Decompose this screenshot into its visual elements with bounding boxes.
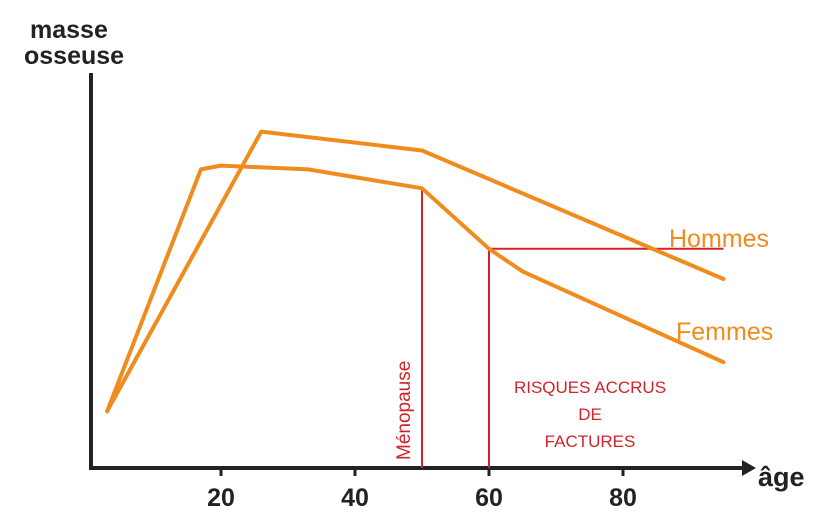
series-line-femmes bbox=[105, 163, 726, 414]
series-lines bbox=[105, 129, 726, 414]
x-ticks: 20 40 60 80 bbox=[207, 468, 637, 512]
series-labels: Hommes Femmes bbox=[669, 225, 773, 346]
y-axis-title-line-1: masse bbox=[30, 16, 108, 44]
x-tick-label-40: 40 bbox=[341, 484, 369, 512]
x-tick-label-20: 20 bbox=[207, 484, 235, 512]
series-line-hommes bbox=[105, 129, 726, 414]
axes: masse osseuse âge bbox=[24, 16, 805, 492]
menopause-label: Ménopause bbox=[394, 361, 415, 460]
x-tick-label-80: 80 bbox=[609, 484, 637, 512]
risk-label-line-2: DE bbox=[578, 405, 602, 424]
x-axis-title: âge bbox=[758, 462, 805, 492]
series-label-femmes: Femmes bbox=[676, 318, 773, 346]
risk-label-line-1: RISQUES ACCRUS bbox=[514, 378, 666, 397]
x-tick-label-60: 60 bbox=[475, 484, 503, 512]
risk-label-line-3: FACTURES bbox=[545, 432, 636, 451]
annotations: Ménopause RISQUES ACCRUS DE FACTURES bbox=[394, 188, 724, 468]
y-axis-title-line-2: osseuse bbox=[24, 42, 124, 70]
x-axis-arrow-icon bbox=[742, 460, 756, 476]
series-label-hommes: Hommes bbox=[669, 225, 769, 253]
